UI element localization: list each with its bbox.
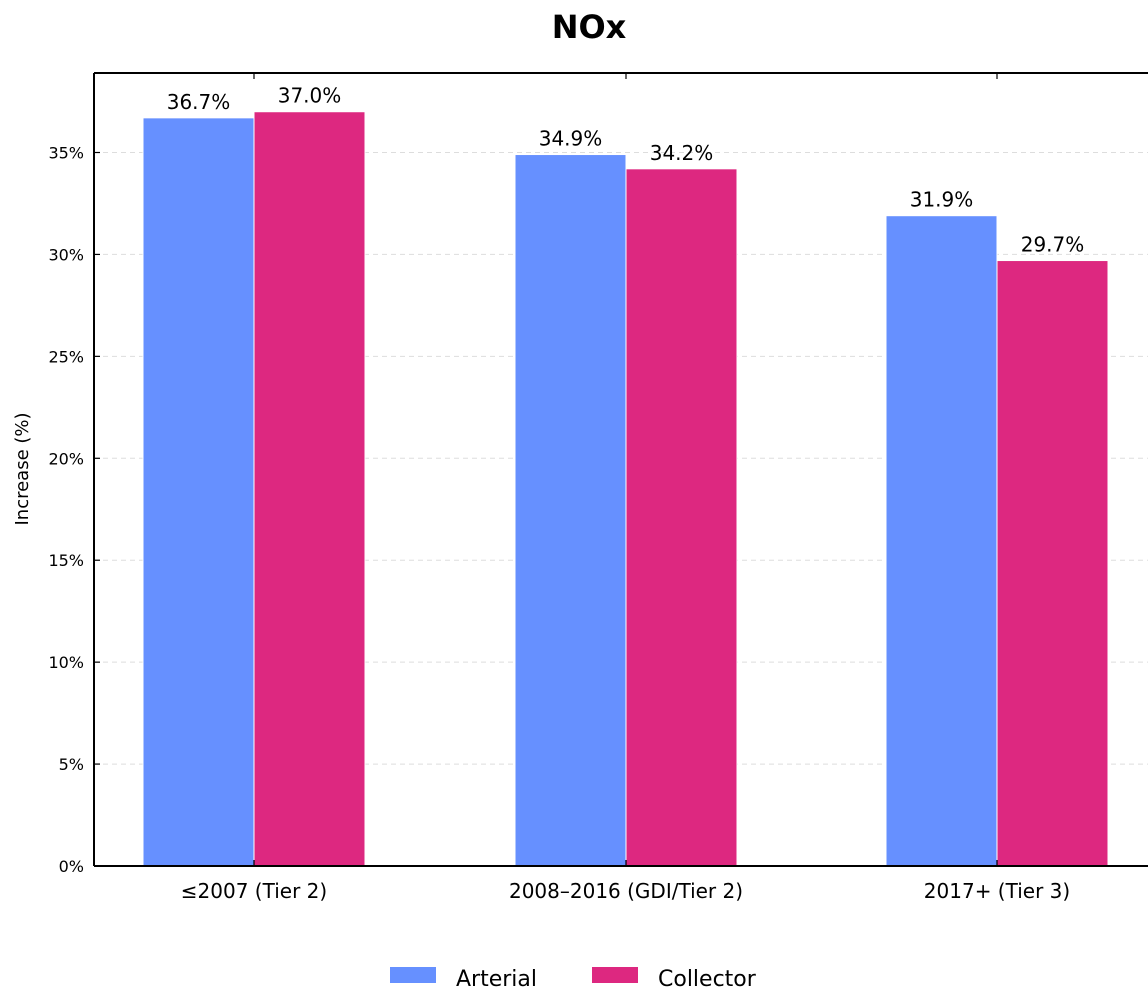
y-tick-label: 5%: [59, 755, 84, 774]
y-tick-label: 35%: [48, 144, 84, 163]
bars: [142, 111, 1109, 867]
data-label: 37.0%: [278, 84, 342, 108]
legend-label-arterial: Arterial: [456, 967, 537, 991]
data-labels: 36.7% 37.0% 34.9% 34.2% 31.9% 29.7%: [167, 84, 1085, 257]
data-label: 29.7%: [1021, 233, 1085, 257]
bar-arterial: [142, 117, 255, 867]
bar-collector: [625, 168, 738, 867]
y-tick-label: 10%: [48, 653, 84, 672]
data-label: 34.9%: [539, 127, 603, 151]
axes: [93, 72, 1148, 867]
x-tick-label: ≤2007 (Tier 2): [181, 879, 327, 903]
y-tick-label: 30%: [48, 245, 84, 264]
x-tick-label: 2017+ (Tier 3): [924, 879, 1070, 903]
legend-swatch-arterial: [390, 967, 436, 983]
data-label: 36.7%: [167, 90, 231, 114]
y-tick-label: 20%: [48, 449, 84, 468]
data-label: 34.2%: [650, 141, 714, 165]
bar-collector: [996, 260, 1109, 867]
ticks: 0% 5% 10% 15% 20% 25% 30% 35% ≤2007 (Tier 2) 2008…: [48, 73, 1070, 903]
chart-title: NOx: [552, 8, 627, 46]
y-axis-label: Increase (%): [12, 412, 33, 525]
bar-arterial: [885, 215, 998, 867]
bar-arterial: [514, 154, 627, 867]
y-tick-label: 0%: [59, 857, 84, 876]
bar-collector: [253, 111, 366, 867]
legend: Arterial Collector: [390, 967, 757, 991]
data-label: 31.9%: [910, 188, 974, 212]
y-tick-label: 15%: [48, 551, 84, 570]
legend-swatch-collector: [592, 967, 638, 983]
x-tick-label: 2008–2016 (GDI/Tier 2): [509, 879, 743, 903]
y-tick-label: 25%: [48, 347, 84, 366]
legend-label-collector: Collector: [658, 967, 757, 991]
